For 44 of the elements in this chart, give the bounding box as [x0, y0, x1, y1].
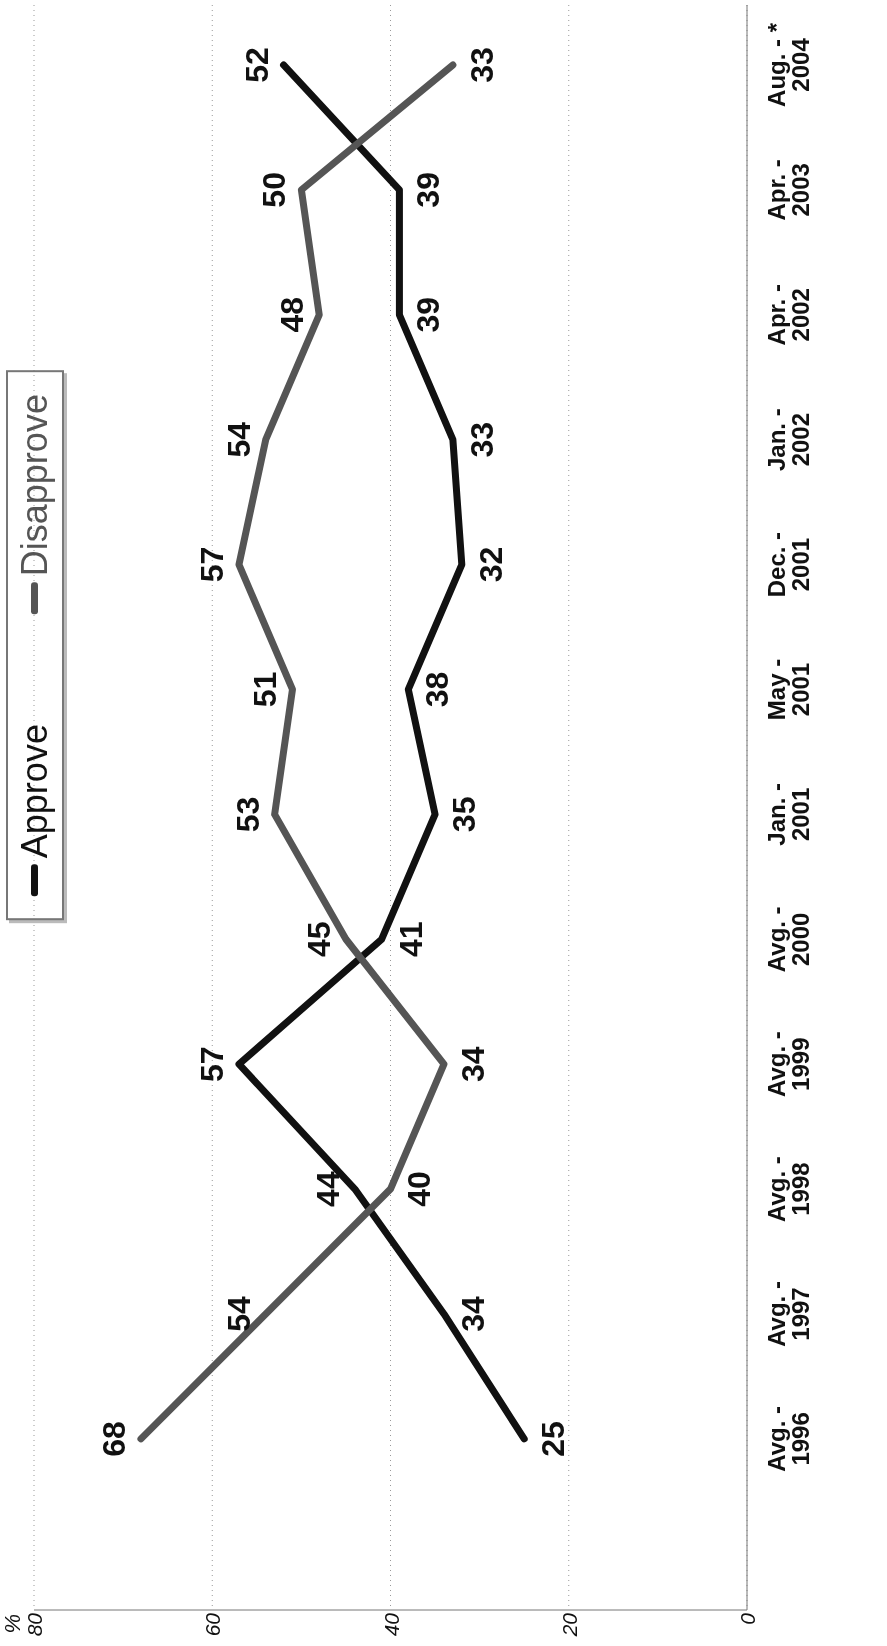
y-tick-label: Avg. - 1997	[763, 1281, 814, 1347]
data-label: 53	[229, 796, 266, 833]
data-label: 50	[256, 172, 293, 208]
data-label: 68	[95, 1421, 132, 1457]
y-tick-label: Avg. - 1996	[763, 1405, 814, 1472]
x-tick-label: 20	[557, 1612, 581, 1638]
data-label: 52	[238, 47, 275, 83]
data-label: 32	[472, 546, 509, 583]
text: Disapprove	[14, 394, 56, 577]
data-label: 35	[446, 796, 483, 833]
data-label: 34	[454, 1046, 491, 1082]
data-label: 33	[463, 421, 500, 458]
data-label: 33	[463, 47, 500, 83]
data-label: 57	[193, 1046, 230, 1082]
y-tick-label: May - 2001	[763, 658, 814, 721]
data-label: 39	[410, 296, 447, 333]
data-label: 39	[410, 172, 447, 208]
data-label: 51	[247, 671, 284, 708]
x-tick-label: 80	[23, 1612, 46, 1637]
x-tick-label: 0	[736, 1612, 759, 1625]
y-tick-label: Avg. - 2000	[763, 906, 814, 973]
data-label: 54	[220, 1295, 257, 1332]
data-label: 48	[274, 296, 311, 333]
y-tick-label: Avg. - 1999	[763, 1031, 814, 1098]
x-tick-label: 60	[201, 1612, 225, 1637]
data-label: 34	[454, 1295, 491, 1332]
data-label: 41	[392, 921, 429, 958]
y-tick-label: Apr. - 2002	[763, 284, 814, 346]
data-label: 57	[193, 546, 230, 583]
text: %	[0, 1614, 25, 1634]
data-label: 44	[309, 1171, 346, 1207]
text: Approve	[14, 724, 56, 859]
y-tick-label: Jan. - 2002	[763, 408, 814, 472]
data-label: 25	[535, 1421, 572, 1457]
x-tick-label: 40	[379, 1612, 403, 1637]
data-label: 38	[419, 671, 456, 708]
y-tick-label: Apr. - 2003	[763, 159, 814, 221]
y-tick-label: Avg. - 1998	[763, 1156, 814, 1222]
data-label: 40	[401, 1171, 438, 1207]
data-label: 45	[300, 921, 337, 958]
data-label: 54	[220, 421, 257, 458]
y-tick-label: Jan. - 2001	[763, 783, 814, 846]
y-tick-label: Aug. - * 2004	[763, 22, 814, 107]
y-tick-label: Dec. - 2001	[763, 531, 814, 598]
